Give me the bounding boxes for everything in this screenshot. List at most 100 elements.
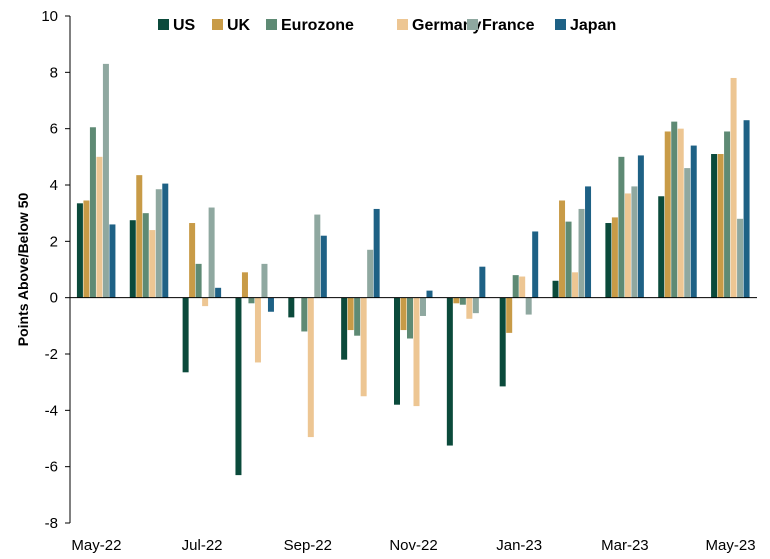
bar-japan-dec-22 (479, 266, 486, 298)
bar-uk-aug-22 (241, 272, 248, 298)
bar-germany-apr-23 (677, 128, 684, 298)
bar-eurozone-oct-22 (354, 297, 361, 336)
bar-eurozone-may-23 (724, 131, 731, 298)
legend-swatch-us (158, 19, 169, 30)
x-tick-label: May-23 (706, 537, 756, 554)
bar-uk-jun-22 (136, 175, 143, 298)
legend-swatch-uk (212, 19, 223, 30)
bar-france-aug-22 (261, 263, 268, 298)
y-tick-label: 10 (41, 8, 58, 25)
bar-us-aug-22 (235, 297, 242, 476)
bar-japan-oct-22 (373, 208, 380, 298)
bar-uk-jul-22 (189, 223, 196, 298)
bar-eurozone-may-22 (89, 127, 96, 298)
bar-eurozone-feb-23 (565, 221, 572, 298)
bar-germany-jul-22 (202, 297, 209, 307)
bar-france-jan-23 (525, 297, 532, 315)
bar-us-apr-23 (658, 196, 665, 298)
bar-us-sep-22 (288, 297, 295, 318)
bar-eurozone-jan-23 (512, 275, 519, 298)
legend-label-us: US (173, 17, 196, 34)
legend-swatch-eurozone (266, 19, 277, 30)
bar-eurozone-aug-22 (248, 297, 255, 304)
bar-uk-nov-22 (400, 297, 407, 331)
bar-germany-aug-22 (254, 297, 261, 363)
x-tick-label: Jul-22 (182, 537, 223, 554)
x-ticks: May-22 Jul-22 Sep-22 Nov-22 Jan-23 Mar-23 May-… (71, 537, 755, 554)
bar-japan-nov-22 (426, 290, 433, 298)
bar-uk-jan-23 (506, 297, 513, 333)
bar-germany-jun-22 (149, 230, 156, 298)
bar-germany-sep-22 (307, 297, 314, 438)
bar-france-nov-22 (420, 297, 426, 316)
y-tick-label: -4 (45, 402, 58, 419)
bar-uk-dec-22 (453, 297, 460, 304)
bar-japan-sep-22 (320, 235, 327, 298)
bar-eurozone-jun-22 (142, 213, 149, 298)
bar-japan-apr-23 (690, 145, 697, 298)
legend-swatch-japan (555, 19, 566, 30)
bar-us-jan-23 (499, 297, 506, 387)
bar-germany-jan-23 (519, 276, 526, 298)
bar-eurozone-dec-22 (459, 297, 466, 305)
bar-japan-jul-22 (215, 287, 222, 298)
bar-germany-may-22 (96, 156, 103, 298)
bar-eurozone-apr-23 (671, 121, 678, 298)
bar-eurozone-mar-23 (618, 156, 625, 298)
bar-eurozone-nov-22 (407, 297, 413, 339)
bar-germany-oct-22 (360, 297, 367, 397)
bar-uk-mar-23 (611, 217, 618, 298)
bar-uk-oct-22 (347, 297, 354, 331)
y-axis-label: Points Above/Below 50 (15, 193, 31, 347)
y-tick-label: 4 (50, 177, 58, 194)
y-tick-label: 0 (50, 290, 58, 307)
legend-swatch-germany (397, 19, 408, 30)
x-tick-label: Sep-22 (284, 537, 332, 554)
legend-swatch-france (467, 19, 478, 30)
bars-layer (76, 63, 750, 476)
legend-label-eurozone: Eurozone (281, 17, 354, 34)
bar-eurozone-sep-22 (301, 297, 308, 332)
y-tick-label: 8 (50, 64, 58, 81)
bar-france-dec-22 (472, 297, 479, 314)
bar-eurozone-jul-22 (195, 263, 202, 298)
bar-germany-dec-22 (466, 297, 473, 319)
bar-us-mar-23 (605, 223, 612, 298)
y-tick-label: 2 (50, 233, 58, 250)
x-tick-label: Nov-22 (389, 537, 437, 554)
bar-us-may-22 (76, 203, 83, 298)
x-tick-label: May-22 (71, 537, 121, 554)
axes-layer (69, 16, 757, 523)
bar-uk-feb-23 (559, 200, 566, 298)
x-tick-label: Mar-23 (601, 537, 649, 554)
bar-us-dec-22 (446, 297, 453, 446)
bar-japan-aug-22 (267, 297, 274, 312)
bar-france-mar-23 (631, 186, 638, 298)
bar-japan-jan-23 (532, 231, 539, 298)
bar-france-sep-22 (314, 214, 321, 298)
bar-uk-apr-23 (664, 131, 671, 298)
bar-france-oct-22 (367, 249, 374, 298)
bar-germany-feb-23 (572, 272, 579, 298)
bar-us-feb-23 (552, 280, 559, 298)
bar-us-oct-22 (341, 297, 348, 360)
bar-us-may-23 (711, 154, 718, 298)
bar-uk-may-23 (717, 154, 724, 298)
bar-japan-feb-23 (585, 186, 592, 298)
bar-france-jul-22 (208, 207, 215, 298)
bar-japan-may-23 (743, 120, 750, 298)
bar-japan-may-22 (109, 224, 116, 298)
bar-japan-mar-23 (637, 155, 644, 298)
bar-france-feb-23 (578, 208, 585, 298)
bar-japan-jun-22 (162, 183, 169, 298)
legend-label-germany: Germany (412, 17, 481, 34)
legend-label-japan: Japan (570, 17, 616, 34)
y-tick-label: 6 (50, 121, 58, 138)
bar-us-jul-22 (182, 297, 189, 373)
bar-germany-nov-22 (413, 297, 420, 407)
bar-france-jun-22 (155, 189, 162, 298)
bar-germany-may-23 (730, 77, 737, 298)
bar-france-may-22 (102, 63, 109, 298)
legend-label-uk: UK (227, 17, 251, 34)
